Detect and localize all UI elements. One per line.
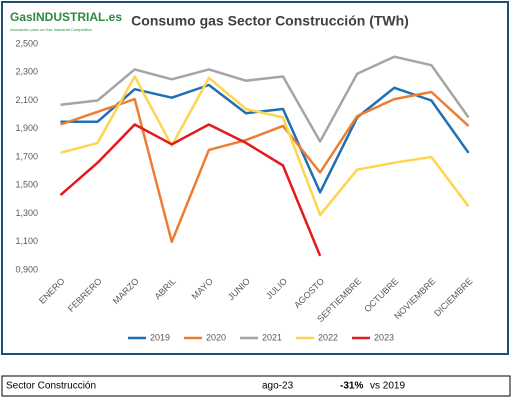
y-tick-label: 1,700 (15, 151, 38, 161)
summary-sector: Sector Construcción (6, 381, 96, 392)
summary-period: ago-23 (262, 381, 294, 392)
summary-change: -31% (340, 381, 363, 392)
summary-row (1, 375, 511, 397)
legend-label: 2022 (318, 332, 338, 342)
series-line (60, 83, 470, 194)
y-tick-label: 1,300 (15, 208, 38, 218)
legend-label: 2021 (262, 332, 282, 342)
series-line (60, 90, 470, 244)
legend-label: 2019 (150, 332, 170, 342)
series-line (59, 123, 322, 257)
y-tick-label: 0,900 (15, 264, 38, 274)
summary-reference: vs 2019 (370, 381, 405, 392)
y-tick-label: 1,100 (15, 236, 38, 246)
chart-title: Consumo gas Sector Construcción (TWh) (131, 13, 409, 29)
y-tick-label: 1,500 (15, 180, 38, 190)
logo-name: GasINDUSTRIAL.es (10, 10, 122, 24)
series-line (60, 75, 470, 217)
series-line (60, 55, 470, 143)
y-tick-label: 2,500 (15, 38, 38, 48)
legend-label: 2023 (374, 332, 394, 342)
y-tick-label: 1,900 (15, 123, 38, 133)
y-tick-label: 2,300 (15, 67, 38, 77)
y-tick-label: 2,100 (15, 95, 38, 105)
legend-label: 2020 (206, 332, 226, 342)
logo-tagline: Asociación para un Gas Industrial Compet… (10, 27, 93, 32)
chart-frame (1, 1, 509, 355)
